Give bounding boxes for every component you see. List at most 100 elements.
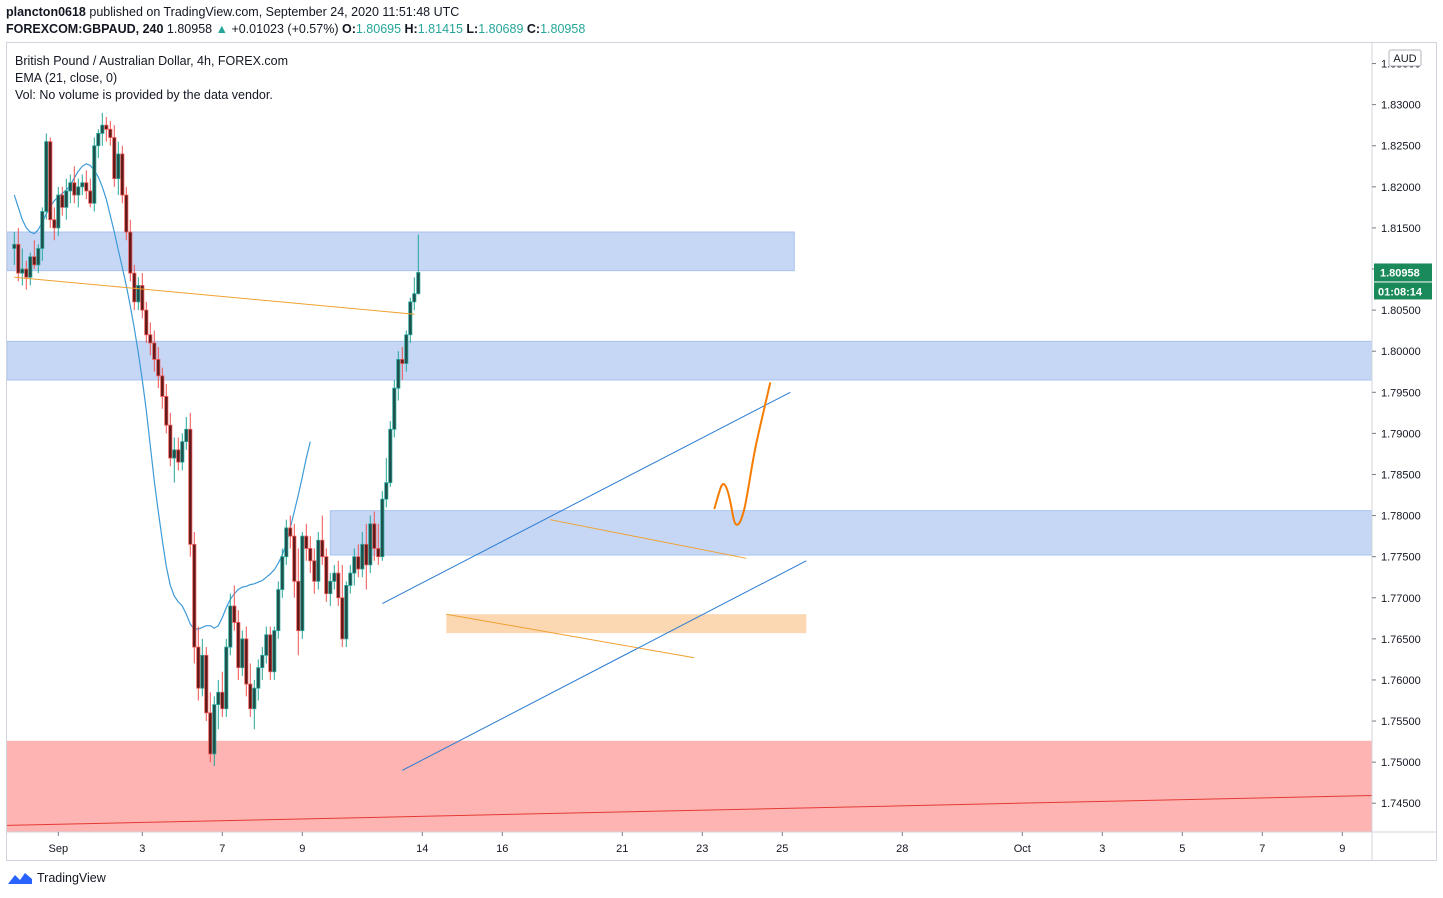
candle-body (152, 342, 157, 360)
candle (216, 679, 221, 730)
currency-badge (1388, 49, 1422, 67)
candle-body (136, 285, 141, 303)
candle-body (236, 622, 241, 669)
close-value: 1.80958 (540, 22, 586, 36)
candle-body (128, 231, 133, 274)
candle (336, 560, 341, 606)
legend-volume: Vol: No volume is provided by the data v… (15, 88, 273, 102)
candle-body (304, 535, 309, 549)
candle-body (368, 523, 373, 566)
candle-body (228, 605, 233, 648)
candle-body (40, 211, 45, 249)
candle-body (364, 543, 369, 566)
open-label: O: (341, 22, 356, 36)
blue-zone-mid (7, 340, 1372, 381)
candle-body (256, 667, 261, 689)
ema-line (13, 163, 311, 630)
candle (388, 421, 393, 487)
price-tick-label: 1.77500 (1381, 552, 1421, 564)
candle (280, 548, 285, 598)
candle-body (396, 359, 401, 389)
candle-body (264, 634, 269, 656)
candle (232, 585, 237, 631)
candle-body (296, 580, 301, 632)
blue-support-line (7, 795, 1372, 826)
candle (288, 515, 293, 549)
candle (356, 544, 361, 578)
candle (52, 207, 57, 241)
candle-body (312, 560, 317, 582)
orange-trend-upper (550, 519, 747, 559)
tradingview-footer[interactable]: TradingView (7, 871, 106, 885)
candle-body (56, 194, 61, 229)
candle-body (24, 268, 29, 278)
candle (156, 347, 161, 389)
candle (132, 264, 137, 311)
candle (292, 523, 297, 598)
candle-body (372, 523, 377, 549)
legend-title: British Pound / Australian Dollar, 4h, F… (15, 54, 289, 68)
candle (72, 166, 77, 204)
candle-body (336, 572, 341, 599)
candle (228, 593, 233, 656)
candle-body (356, 556, 361, 570)
candle-body (96, 133, 101, 147)
price-tick-label: 1.80500 (1381, 305, 1421, 317)
candle-body (216, 691, 221, 706)
candle-body (208, 712, 213, 755)
candle-body (324, 556, 329, 595)
candle-body (112, 137, 117, 180)
countdown-label: 01:08:14 (1378, 286, 1423, 298)
candle-body (144, 309, 149, 336)
candle (68, 174, 73, 204)
candle-body (232, 605, 237, 623)
candle-body (36, 248, 41, 266)
candle (368, 515, 373, 574)
candle (256, 659, 261, 701)
candle (84, 170, 89, 200)
candle-body (260, 654, 265, 669)
symbol-label: FOREXCOM:GBPAUD, 240 (6, 22, 164, 36)
candle-body (28, 256, 33, 278)
candle (196, 626, 201, 701)
price-tick-label: 1.82000 (1381, 182, 1421, 194)
candle (140, 273, 145, 319)
price-change: +0.01023 (+0.57%) (231, 22, 339, 36)
time-tick-label: 9 (299, 843, 305, 855)
publisher-name[interactable]: plancton0618 (6, 5, 86, 19)
candle (340, 564, 345, 648)
legend-ema[interactable]: EMA (21, close, 0) (15, 71, 118, 85)
price-tick-label: 1.76500 (1381, 634, 1421, 646)
open-value: 1.80695 (355, 22, 402, 36)
candle-body (176, 449, 181, 463)
last-price-label: 1.80958 (1380, 267, 1420, 279)
price-tick-label: 1.77000 (1381, 593, 1421, 605)
candle-body (388, 428, 393, 484)
candle (328, 573, 333, 606)
candle (364, 523, 369, 590)
candle (376, 523, 381, 565)
candle (320, 515, 325, 565)
candle (172, 437, 177, 483)
candle (380, 490, 385, 561)
projection-path (713, 382, 772, 526)
candle (168, 412, 173, 467)
time-tick-label: 9 (1339, 843, 1345, 855)
candle (332, 564, 337, 590)
candle (208, 692, 213, 763)
candle (308, 536, 313, 574)
candle (260, 647, 265, 680)
price-tick-label: 1.79500 (1381, 387, 1421, 399)
candle-body (332, 572, 337, 582)
candle-body (248, 683, 253, 710)
candle (76, 178, 81, 208)
candle-body (300, 535, 305, 632)
published-text: published on TradingView.com, September … (89, 5, 460, 19)
candle-body (32, 256, 37, 266)
candle (160, 367, 165, 409)
candle (300, 532, 305, 639)
price-tick-label: 1.79000 (1381, 428, 1421, 440)
candle (152, 330, 157, 372)
time-tick-label: 21 (616, 843, 628, 855)
